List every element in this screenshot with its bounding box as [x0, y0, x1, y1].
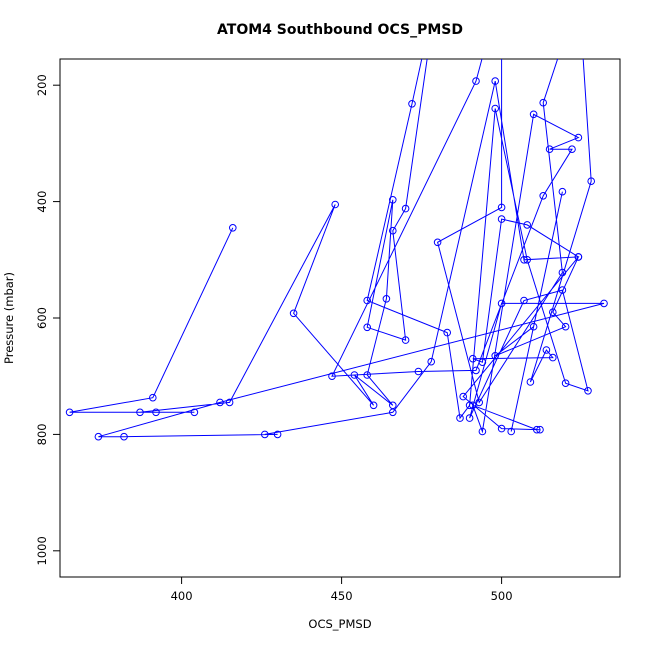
- data-point: [401, 336, 410, 344]
- data-point: [497, 203, 506, 212]
- data-point: [459, 392, 468, 401]
- data-point: [289, 309, 298, 318]
- data-point: [497, 424, 506, 433]
- data-point: [456, 414, 464, 422]
- data-point: [584, 387, 592, 395]
- x-axis-label: OCS_PMSD: [308, 617, 371, 631]
- data-point: [558, 187, 567, 196]
- data-point: [65, 408, 74, 417]
- data-point: [549, 308, 557, 317]
- y-tick-label: 800: [35, 423, 49, 445]
- data-point: [574, 133, 583, 142]
- y-tick-label: 1000: [35, 536, 49, 565]
- data-point: [475, 398, 484, 407]
- data-point: [526, 378, 535, 386]
- data-point: [469, 354, 477, 363]
- data-point: [478, 358, 487, 367]
- data-point: [539, 98, 548, 107]
- data-point: [574, 253, 583, 261]
- y-axis: 200 400 600 800 1000: [35, 74, 61, 565]
- data-point: [539, 192, 548, 200]
- data-point: [152, 408, 160, 417]
- data-point: [427, 357, 436, 366]
- data-point: [542, 346, 551, 354]
- x-tick-label: 450: [331, 589, 353, 603]
- data-point: [561, 322, 570, 331]
- data-point: [229, 224, 237, 232]
- data-point: [414, 367, 423, 376]
- data-point: [568, 145, 576, 153]
- data-point: [363, 296, 372, 305]
- data-point: [469, 401, 477, 410]
- y-tick-label: 400: [35, 191, 49, 213]
- data-point: [408, 100, 416, 108]
- data-point: [149, 393, 157, 402]
- data-point: [136, 408, 144, 417]
- data-point: [561, 379, 570, 388]
- data-point: [261, 430, 269, 439]
- data-point: [389, 196, 397, 204]
- data-point: [225, 398, 234, 407]
- data-point: [443, 328, 452, 337]
- x-axis: 400 450 500: [171, 576, 513, 603]
- data-point: [363, 371, 372, 379]
- data-point: [350, 371, 359, 379]
- data-point: [273, 430, 282, 439]
- x-tick-label: 400: [171, 589, 193, 603]
- data-point: [549, 353, 557, 362]
- data-point: [558, 268, 567, 277]
- data-point: [465, 414, 474, 422]
- data-point: [523, 256, 532, 264]
- data-point: [472, 77, 480, 85]
- data-point: [523, 221, 532, 229]
- data-point: [472, 366, 480, 375]
- data-point: [216, 398, 224, 407]
- plot-frame: [59, 58, 621, 578]
- data-point: [558, 286, 567, 294]
- data-point: [478, 427, 487, 436]
- data-point: [545, 145, 554, 153]
- data-point: [401, 204, 410, 213]
- y-tick-label: 600: [35, 307, 49, 329]
- data-point: [491, 352, 500, 360]
- data-point: [389, 226, 397, 235]
- series-line: [69, 59, 605, 438]
- data-point: [497, 215, 506, 223]
- data-point: [600, 299, 608, 308]
- data-point: [520, 256, 528, 264]
- data-point: [497, 299, 506, 308]
- data-point: [465, 401, 474, 410]
- data-point: [363, 323, 372, 332]
- data-point: [529, 322, 538, 331]
- data-point: [520, 296, 528, 305]
- chart-title: ATOM4 Southbound OCS_PMSD: [217, 22, 463, 38]
- data-point: [331, 200, 340, 209]
- data-point: [507, 427, 516, 436]
- data-point: [369, 401, 378, 410]
- data-point: [433, 238, 442, 247]
- x-tick-label: 500: [491, 589, 513, 603]
- data-point: [587, 177, 596, 185]
- data-point: [529, 110, 538, 119]
- data-point: [328, 372, 336, 381]
- data-point: [120, 432, 128, 441]
- data-point: [491, 104, 500, 113]
- data-point: [389, 408, 397, 417]
- plot-area: [65, 59, 608, 441]
- data-point: [533, 425, 541, 434]
- y-axis-label: Pressure (mbar): [2, 272, 16, 364]
- data-point: [382, 295, 391, 303]
- data-point: [536, 425, 544, 434]
- data-point: [491, 77, 500, 85]
- data-point: [94, 432, 103, 441]
- data-point: [190, 408, 199, 417]
- y-tick-label: 200: [35, 74, 49, 96]
